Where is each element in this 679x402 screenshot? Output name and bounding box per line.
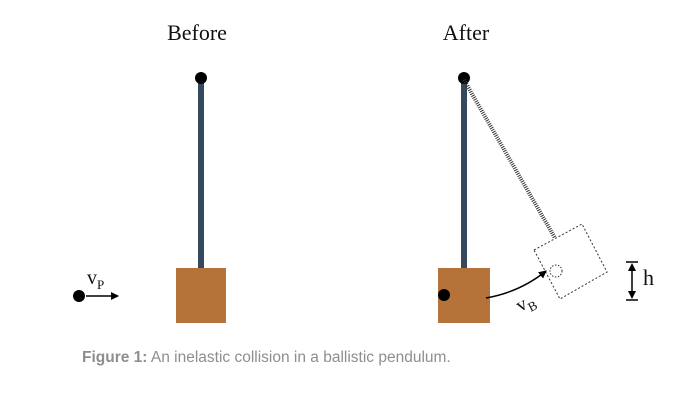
projectile-velocity-label: vP <box>87 267 104 292</box>
height-indicator: h <box>626 261 654 301</box>
after-title: After <box>443 20 490 45</box>
swung-block <box>533 223 608 300</box>
swung-pendulum <box>462 79 608 300</box>
before-pivot <box>195 72 207 84</box>
height-arrow-up <box>628 263 636 271</box>
swung-projectile <box>549 264 563 278</box>
figure-caption: Figure 1: An inelastic collision in a ba… <box>82 349 642 367</box>
after-rod <box>461 78 467 270</box>
block-velocity-label: vB <box>512 289 540 319</box>
projectile-dot <box>73 290 85 302</box>
projectile: vP <box>73 267 119 302</box>
height-arrow-down <box>628 291 636 299</box>
embedded-projectile <box>438 289 450 301</box>
swung-rod <box>462 79 557 239</box>
before-block <box>176 268 226 323</box>
figure-caption-text: An inelastic collision in a ballistic pe… <box>147 349 451 366</box>
before-rod <box>198 78 204 270</box>
after-pivot <box>458 72 470 84</box>
block-velocity-arrow <box>485 270 547 299</box>
before-pendulum <box>176 72 226 323</box>
before-title: Before <box>167 20 227 45</box>
block-velocity: vB <box>485 270 547 319</box>
after-pendulum <box>438 72 490 323</box>
height-label: h <box>643 265 654 290</box>
figure-caption-prefix: Figure 1: <box>82 349 148 366</box>
